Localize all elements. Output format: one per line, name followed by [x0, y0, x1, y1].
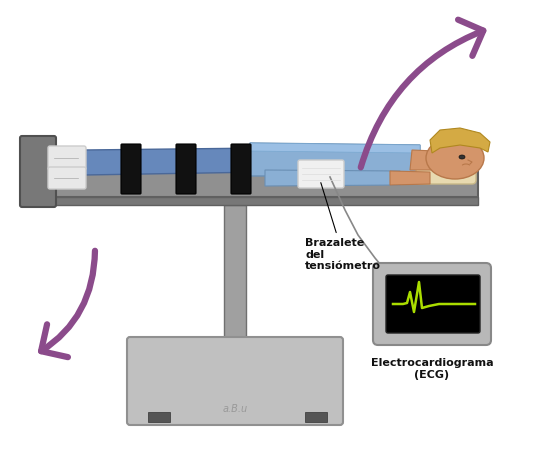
Text: a.B.u: a.B.u: [222, 404, 248, 414]
FancyBboxPatch shape: [373, 263, 491, 345]
FancyBboxPatch shape: [386, 275, 480, 333]
FancyBboxPatch shape: [176, 144, 196, 194]
FancyBboxPatch shape: [298, 160, 344, 188]
Polygon shape: [25, 165, 478, 197]
Polygon shape: [250, 143, 420, 153]
Ellipse shape: [426, 137, 484, 179]
Ellipse shape: [439, 155, 447, 165]
FancyArrowPatch shape: [41, 251, 95, 357]
Polygon shape: [430, 128, 490, 153]
Bar: [224, 205, 246, 340]
FancyBboxPatch shape: [48, 146, 86, 170]
Polygon shape: [84, 148, 265, 175]
Text: Electrocardiograma
(ECG): Electrocardiograma (ECG): [371, 358, 493, 380]
Polygon shape: [410, 150, 435, 170]
FancyArrowPatch shape: [361, 20, 483, 167]
FancyBboxPatch shape: [121, 144, 141, 194]
Polygon shape: [25, 197, 478, 205]
Polygon shape: [265, 170, 400, 186]
Ellipse shape: [459, 155, 465, 159]
Polygon shape: [250, 143, 420, 176]
Polygon shape: [390, 171, 430, 185]
Bar: [148, 412, 170, 422]
Bar: [305, 412, 327, 422]
FancyBboxPatch shape: [231, 144, 251, 194]
Text: Brazalete
del
tensiómetro: Brazalete del tensiómetro: [305, 183, 381, 271]
FancyBboxPatch shape: [127, 337, 343, 425]
FancyBboxPatch shape: [416, 154, 476, 184]
FancyBboxPatch shape: [48, 167, 86, 189]
FancyBboxPatch shape: [20, 136, 56, 207]
